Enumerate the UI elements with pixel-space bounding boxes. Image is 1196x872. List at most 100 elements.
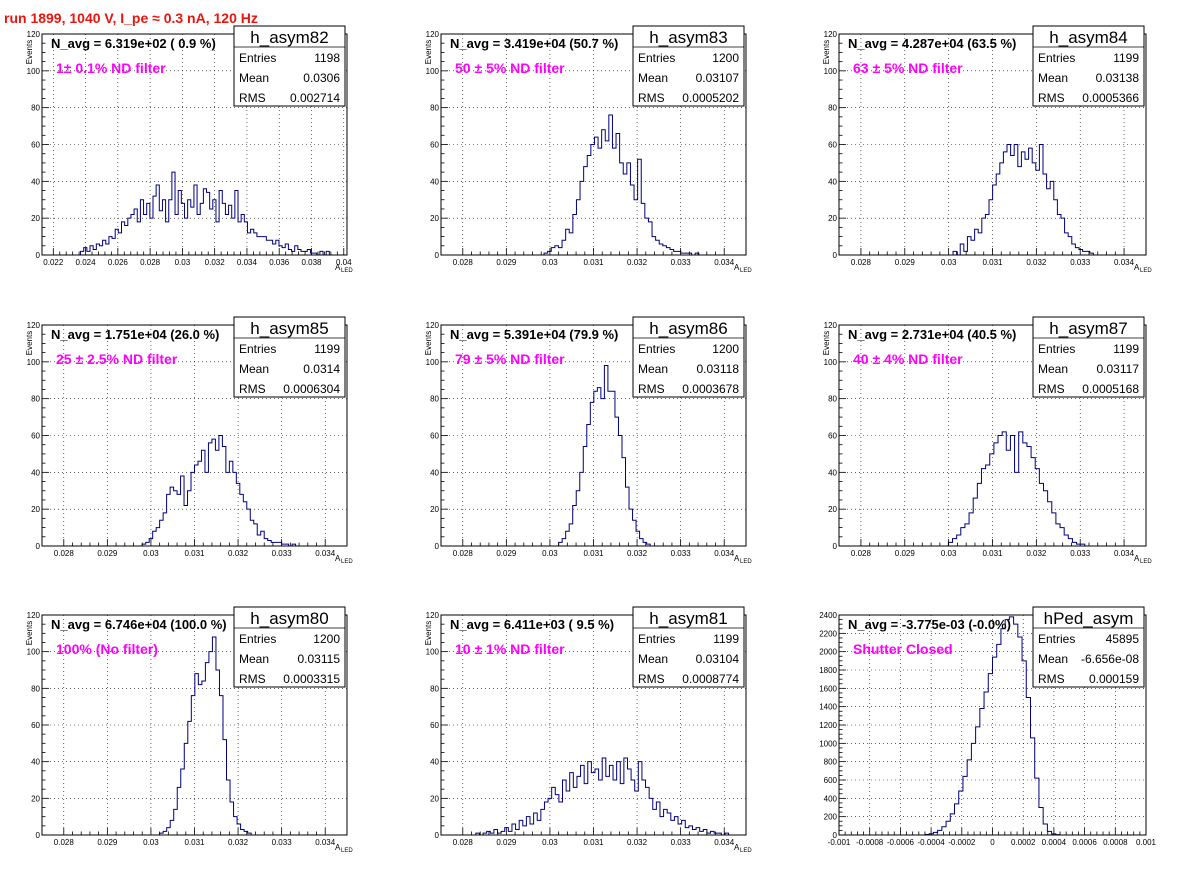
stat-value-rms: 0.000159 xyxy=(1089,672,1139,686)
x-tick-label: 0.03 xyxy=(542,549,558,558)
stat-value-entries: 1200 xyxy=(712,51,739,65)
y-tick-label: 60 xyxy=(31,721,40,730)
navg-annotation: N_avg = 6.319e+02 ( 0.9 %) xyxy=(51,36,216,51)
stat-value-mean: 0.03117 xyxy=(1097,362,1140,376)
x-tick-label: 0.033 xyxy=(1070,549,1091,558)
y-tick-label: 1000 xyxy=(819,739,837,748)
x-tick-label: 0.03 xyxy=(175,258,191,267)
y-tick-label: 100 xyxy=(27,67,41,76)
navg-annotation: N_avg = 3.419e+04 (50.7 %) xyxy=(450,36,618,51)
x-tick-label: -0.0004 xyxy=(918,838,946,847)
x-tick-label: 0.04 xyxy=(336,258,352,267)
y-tick-label: 40 xyxy=(31,177,40,186)
stat-value-rms: 0.0005366 xyxy=(1082,91,1139,105)
stat-box-title: h_asym85 xyxy=(250,319,328,338)
y-tick-label: 100 xyxy=(426,358,440,367)
stat-label-rms: RMS xyxy=(239,91,266,105)
y-tick-label: 120 xyxy=(27,611,41,620)
y-tick-label: 80 xyxy=(31,395,40,404)
y-tick-label: 20 xyxy=(31,214,40,223)
x-tick-label: 0.031 xyxy=(982,258,1003,267)
x-tick-label: 0.029 xyxy=(895,549,916,558)
x-tick-label: 0.033 xyxy=(272,549,293,558)
y-tick-label: 60 xyxy=(430,721,439,730)
y-tick-label: 40 xyxy=(430,468,439,477)
stat-value-rms: 0.002714 xyxy=(290,91,340,105)
x-tick-label: 0.031 xyxy=(982,549,1003,558)
stat-label-entries: Entries xyxy=(239,632,276,646)
x-tick-label: 0.034 xyxy=(1114,549,1135,558)
x-tick-label: 0.028 xyxy=(140,258,161,267)
stat-box-frame xyxy=(233,606,346,688)
x-tick-label: -0.0008 xyxy=(856,838,884,847)
stat-value-rms: 0.0005168 xyxy=(1082,382,1139,396)
stat-value-mean: 0.03107 xyxy=(696,71,740,85)
x-tick-label: 0.0004 xyxy=(1042,838,1067,847)
stat-label-rms: RMS xyxy=(638,382,665,396)
y-tick-label: 1800 xyxy=(819,666,837,675)
stat-label-entries: Entries xyxy=(1038,342,1075,356)
histogram-panel-h_asym87: 0.028 0.029 0.03 0.031 0.032 0.033 0.034 0 20 40 6… xyxy=(822,316,1152,565)
histogram-line xyxy=(475,757,730,836)
y-tick-label: 80 xyxy=(430,104,439,113)
x-axis-label-subscript: LED xyxy=(341,848,353,854)
y-tick-label: 60 xyxy=(31,432,40,441)
stat-box-frame xyxy=(233,25,346,107)
stat-box-frame xyxy=(1032,25,1145,107)
y-tick-label: 2200 xyxy=(819,629,837,638)
x-tick-label: 0.034 xyxy=(714,549,735,558)
x-tick-label: 0.028 xyxy=(54,838,75,847)
x-axis-label-subscript: LED xyxy=(1140,268,1152,274)
x-tick-label: 0.0006 xyxy=(1072,838,1097,847)
x-tick-label: 0.028 xyxy=(453,838,474,847)
y-tick-label: 2000 xyxy=(819,648,837,657)
stat-box: h_asym82 Entries 1198 Mean 0.0306 RMS 0.002714 xyxy=(233,25,346,107)
y-tick-label: 120 xyxy=(426,611,440,620)
stat-box-title: h_asym86 xyxy=(649,319,727,338)
x-tick-label: 0.034 xyxy=(714,838,735,847)
x-tick-label: 0.028 xyxy=(851,549,872,558)
histogram-line xyxy=(74,171,333,256)
stat-value-entries: 45895 xyxy=(1106,632,1140,646)
x-axis-label-subscript: LED xyxy=(341,268,353,274)
y-tick-label: 40 xyxy=(31,758,40,767)
y-tick-label: 20 xyxy=(828,214,837,223)
y-tick-label: 0 xyxy=(833,542,838,551)
y-axis-label: Events xyxy=(25,331,34,355)
histogram-line xyxy=(558,365,651,546)
x-tick-label: 0.031 xyxy=(583,549,604,558)
x-axis-label-subscript: LED xyxy=(740,268,752,274)
stat-box: h_asym84 Entries 1199 Mean 0.03138 RMS 0.00053… xyxy=(1032,25,1145,107)
stat-box-frame xyxy=(1032,316,1145,398)
stat-value-mean: 0.03115 xyxy=(298,652,341,666)
x-tick-label: 0.038 xyxy=(301,258,322,267)
y-tick-label: 200 xyxy=(824,813,838,822)
y-tick-label: 20 xyxy=(31,505,40,514)
histogram-line xyxy=(536,114,703,256)
histogram-panel-h_asym82: 0.022 0.024 0.026 0.028 0.03 0.032 0.034 0.036 0… xyxy=(25,25,353,274)
histogram-line xyxy=(952,144,1094,256)
y-tick-label: 40 xyxy=(430,758,439,767)
y-tick-label: 20 xyxy=(430,505,439,514)
x-tick-label: 0.03 xyxy=(143,549,159,558)
x-tick-label: 0.033 xyxy=(272,838,293,847)
stat-value-entries: 1200 xyxy=(313,632,340,646)
x-tick-label: 0.034 xyxy=(714,258,735,267)
stat-value-entries: 1199 xyxy=(314,342,340,356)
y-tick-label: 100 xyxy=(824,358,838,367)
y-axis-label: Events xyxy=(25,621,34,645)
x-axis-label-subscript: LED xyxy=(740,559,752,565)
filter-annotation: 79 ± 5% ND filter xyxy=(455,351,565,367)
filter-annotation: 25 ± 2.5% ND filter xyxy=(56,351,178,367)
x-tick-label: 0.022 xyxy=(43,258,64,267)
x-tick-label: 0.001 xyxy=(1136,838,1157,847)
navg-annotation: N_avg = 5.391e+04 (79.9 %) xyxy=(450,327,618,342)
y-tick-label: 0 xyxy=(833,831,838,840)
y-tick-label: 0 xyxy=(435,831,440,840)
stat-value-rms: 0.0006304 xyxy=(283,382,340,396)
x-tick-label: 0.033 xyxy=(671,549,692,558)
stat-box: h_asym86 Entries 1200 Mean 0.03118 RMS 0.00036… xyxy=(632,316,745,398)
x-axis-label: A xyxy=(335,263,341,272)
x-axis-label: A xyxy=(1134,263,1140,272)
